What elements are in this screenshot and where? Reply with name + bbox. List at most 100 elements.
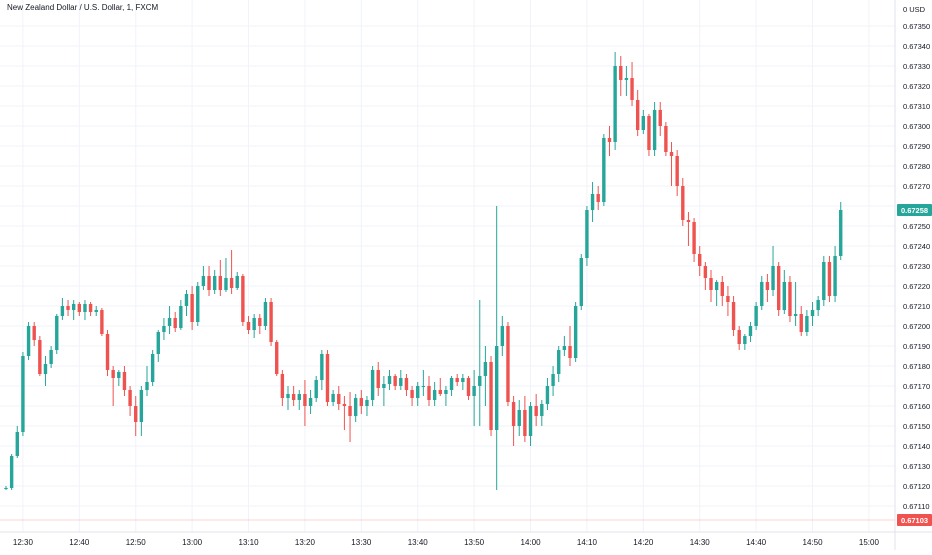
candle [359, 390, 364, 414]
currency-label: 0 USD [903, 5, 926, 14]
y-tick-label: 0.67300 [903, 122, 930, 131]
candle [21, 352, 25, 436]
candle-body [32, 326, 36, 340]
candle [32, 322, 36, 346]
candle-body [4, 488, 8, 489]
candle-body [540, 404, 544, 416]
candle [489, 356, 493, 436]
candle [551, 366, 555, 396]
x-tick-label: 12:30 [13, 538, 34, 547]
candle [517, 400, 521, 436]
candle-body [489, 362, 493, 430]
candle-body [353, 398, 358, 416]
candle [71, 300, 76, 320]
candle-body [506, 326, 510, 402]
candle [771, 246, 775, 296]
x-axis[interactable]: 12:30 12:40 12:50 13:00 13:10 13:20 13:30 13:40… [0, 531, 932, 547]
candle [438, 378, 442, 396]
candle [624, 66, 629, 96]
candle-body [88, 304, 93, 312]
y-tick-label: 0.67190 [903, 342, 930, 351]
candle-body [523, 410, 527, 436]
candle [325, 350, 330, 406]
candle-body [269, 302, 273, 342]
candle [252, 314, 256, 338]
candle-body [325, 354, 330, 402]
candle-body [602, 138, 606, 202]
candle [494, 206, 499, 490]
candle-body [833, 256, 837, 296]
candle-body [500, 326, 505, 346]
candle [714, 280, 719, 306]
candle-body [455, 378, 459, 382]
y-tick-label: 0.67220 [903, 282, 930, 291]
last-price-label: 0.67258 [901, 206, 928, 215]
candle [105, 330, 110, 376]
candle-body [207, 276, 211, 290]
candles [4, 52, 843, 490]
y-tick-label: 0.67320 [903, 82, 930, 91]
candle [573, 302, 578, 362]
candle [128, 386, 132, 416]
candle-body [545, 386, 550, 404]
y-axis[interactable]: 0.67350 0.67340 0.67330 0.67320 0.67310 0.673… [894, 0, 930, 550]
candle [77, 302, 82, 316]
x-tick-label: 15:00 [859, 538, 880, 547]
candle [320, 350, 324, 390]
candle-body [359, 398, 364, 406]
candle [38, 336, 42, 376]
candle-body [528, 406, 533, 436]
candle [523, 396, 527, 442]
y-tick-label: 0.67310 [903, 102, 930, 111]
candle [184, 290, 189, 316]
candle [291, 386, 296, 406]
candle-body [9, 456, 14, 488]
candle-body [675, 156, 679, 186]
candle-body [71, 304, 76, 310]
candle-body [122, 372, 127, 390]
candle-body [709, 278, 713, 290]
candle [224, 258, 228, 292]
candle-body [511, 402, 516, 426]
candle [139, 386, 144, 436]
candle [534, 394, 538, 426]
candle [410, 386, 414, 406]
candle [241, 274, 245, 326]
candle [506, 322, 510, 406]
candle [43, 356, 48, 386]
candle-body [370, 370, 375, 400]
candle-body [173, 318, 177, 328]
candle [49, 346, 53, 368]
candle [314, 376, 318, 402]
candle-body [246, 322, 251, 330]
candle [382, 376, 386, 406]
candle-body [314, 380, 318, 398]
candle-body [579, 258, 583, 306]
candle-body [743, 336, 747, 344]
candle-body [534, 406, 538, 416]
candle-body [624, 78, 629, 80]
candle-body [393, 376, 397, 386]
x-tick-label: 13:00 [182, 538, 203, 547]
candle [664, 122, 668, 156]
candle-body [472, 386, 476, 396]
candle [427, 376, 431, 406]
candle-body [416, 386, 420, 398]
y-tick-label: 0.67200 [903, 322, 930, 331]
candle [26, 322, 31, 360]
candle [4, 486, 8, 490]
candle-body [150, 354, 155, 382]
candle-body [776, 266, 781, 310]
candle-body [573, 306, 578, 358]
candle-body [342, 404, 347, 406]
candle [348, 392, 352, 442]
candle [472, 370, 476, 426]
candle [235, 272, 239, 290]
candle [212, 270, 217, 294]
y-tick-label: 0.67230 [903, 262, 930, 271]
candle [805, 310, 809, 336]
candle-body [105, 334, 110, 370]
candle [686, 212, 691, 246]
